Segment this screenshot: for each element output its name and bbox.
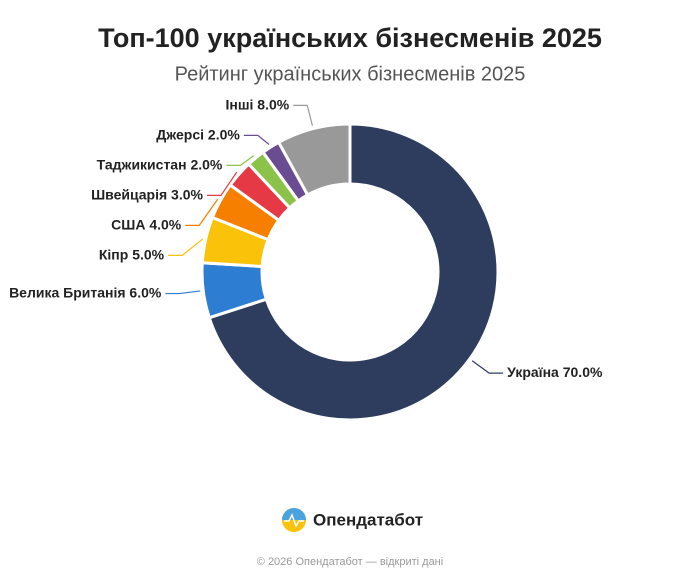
category-label: Велика Британія [9, 284, 125, 300]
category-label: Джерсі [156, 126, 204, 142]
category-label: Україна [507, 364, 559, 380]
value-label: 5.0% [132, 246, 164, 262]
leader-line [243, 134, 270, 145]
data-label: США 4.0% [111, 216, 182, 232]
value-label: 8.0% [257, 96, 289, 112]
category-label: Таджикистан [97, 156, 187, 172]
data-label: Інші 8.0% [226, 96, 290, 112]
category-label: Швейцарія [91, 186, 167, 202]
chart-title: Топ-100 українських бізнесменів 2025 [98, 23, 602, 53]
value-label: 6.0% [129, 284, 161, 300]
leader-line [206, 171, 238, 197]
brand-logo [282, 508, 306, 532]
copyright: © 2026 Опендатабот — відкриті дані [257, 556, 443, 568]
brand-name: Опендатабот [313, 510, 423, 529]
data-label: Кіпр 5.0% [99, 246, 165, 262]
value-label: 4.0% [149, 216, 181, 232]
data-label: Джерсі 2.0% [156, 126, 240, 142]
data-label: Таджикистан 2.0% [97, 156, 223, 172]
value-label: 3.0% [171, 186, 203, 202]
leader-line [185, 198, 219, 227]
category-label: Кіпр [99, 246, 128, 262]
donut-slice [277, 122, 352, 197]
chart-subtitle: Рейтинг українських бізнесменів 2025 [175, 63, 526, 85]
data-label: Велика Британія 6.0% [9, 284, 162, 300]
value-label: 2.0% [190, 156, 222, 172]
value-label: 2.0% [208, 126, 240, 142]
value-label: 70.0% [563, 364, 603, 380]
data-label: Швейцарія 3.0% [91, 186, 203, 202]
leader-line [226, 155, 255, 167]
category-label: Інші [226, 96, 254, 112]
leader-line [471, 360, 504, 374]
donut-slice [207, 122, 500, 422]
leader-line [168, 238, 204, 257]
data-label: Україна 70.0% [507, 364, 603, 380]
category-label: США [111, 216, 145, 232]
leader-line [293, 104, 314, 126]
leader-line [165, 290, 201, 295]
